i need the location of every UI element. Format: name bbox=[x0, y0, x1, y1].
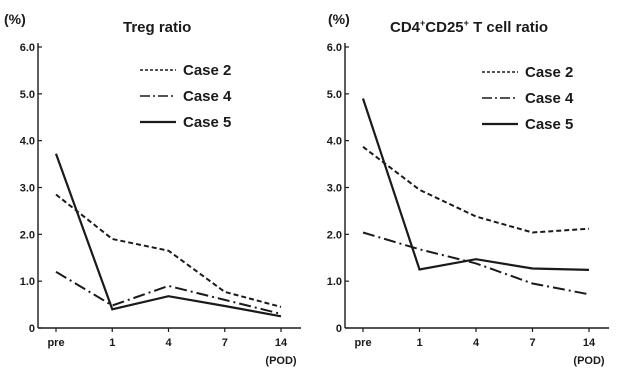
y-tick-label: 6.0 bbox=[20, 42, 35, 54]
series-line-case-2 bbox=[55, 193, 282, 308]
legend-label: Case 5 bbox=[525, 116, 573, 133]
legend-label: Case 5 bbox=[183, 114, 231, 131]
y-tick-label: 3.0 bbox=[20, 183, 35, 195]
y-tick-label: 0 bbox=[336, 323, 342, 335]
chart-title: CD4+CD25+ T cell ratio bbox=[390, 18, 548, 36]
legend-label: Case 2 bbox=[525, 64, 573, 81]
legend-label: Case 4 bbox=[183, 88, 232, 105]
chart-panel-cd4-cd25: CD4+CD25+ T cell ratio (%) 0 1.0 2.0 3.0 4.0 5… bbox=[327, 11, 609, 367]
x-tick-label: 14 bbox=[583, 337, 596, 349]
x-tick-label: pre bbox=[47, 337, 64, 349]
y-tick-label: 5.0 bbox=[20, 89, 35, 101]
series-line-case-2 bbox=[362, 146, 590, 234]
x-unit-label: (POD) bbox=[573, 355, 605, 367]
y-tick-label: 1.0 bbox=[20, 276, 35, 288]
x-tick-label: 7 bbox=[529, 337, 535, 349]
y-tick-label: 0 bbox=[29, 323, 35, 335]
y-unit-label: (%) bbox=[4, 11, 26, 27]
y-tick-label: 2.0 bbox=[327, 229, 342, 241]
x-tick-label: 1 bbox=[416, 337, 422, 349]
x-tick-label: 4 bbox=[473, 337, 480, 349]
x-tick-label: 14 bbox=[275, 337, 288, 349]
x-tick-label: 7 bbox=[222, 337, 228, 349]
y-tick-label: 3.0 bbox=[327, 183, 342, 195]
y-tick-label: 4.0 bbox=[20, 136, 35, 148]
x-tick-label: pre bbox=[354, 337, 371, 349]
y-tick-label: 6.0 bbox=[327, 42, 342, 54]
y-tick-label: 1.0 bbox=[327, 276, 342, 288]
chart-title: Treg ratio bbox=[123, 19, 191, 36]
legend-label: Case 2 bbox=[183, 62, 231, 79]
series-line-case-5 bbox=[54, 153, 282, 318]
x-unit-label: (POD) bbox=[265, 355, 297, 367]
y-tick-label: 2.0 bbox=[20, 229, 35, 241]
x-tick-label: 1 bbox=[109, 337, 115, 349]
series-line-case-4 bbox=[362, 231, 590, 296]
y-unit-label: (%) bbox=[328, 11, 350, 27]
x-tick-label: 4 bbox=[165, 337, 172, 349]
y-tick-label: 5.0 bbox=[327, 89, 342, 101]
y-tick-label: 4.0 bbox=[327, 136, 342, 148]
series-line-case-4 bbox=[55, 270, 282, 315]
legend-label: Case 4 bbox=[525, 90, 574, 107]
series-line-case-5 bbox=[361, 98, 590, 271]
